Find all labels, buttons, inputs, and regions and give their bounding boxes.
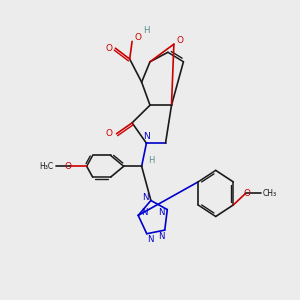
Text: O: O <box>176 36 183 45</box>
Text: O: O <box>64 162 71 171</box>
Text: H: H <box>143 26 150 35</box>
Text: N: N <box>142 193 148 202</box>
Text: O: O <box>135 33 142 42</box>
Text: H₃C: H₃C <box>39 162 53 171</box>
Text: CH₃: CH₃ <box>262 189 276 198</box>
Text: N: N <box>158 208 165 217</box>
Text: O: O <box>243 189 250 198</box>
Text: O: O <box>106 44 113 53</box>
Text: N: N <box>141 208 147 217</box>
Text: H: H <box>148 156 154 165</box>
Text: N: N <box>147 235 154 244</box>
Text: N: N <box>158 232 164 242</box>
Text: N: N <box>143 132 150 141</box>
Text: O: O <box>106 129 113 138</box>
